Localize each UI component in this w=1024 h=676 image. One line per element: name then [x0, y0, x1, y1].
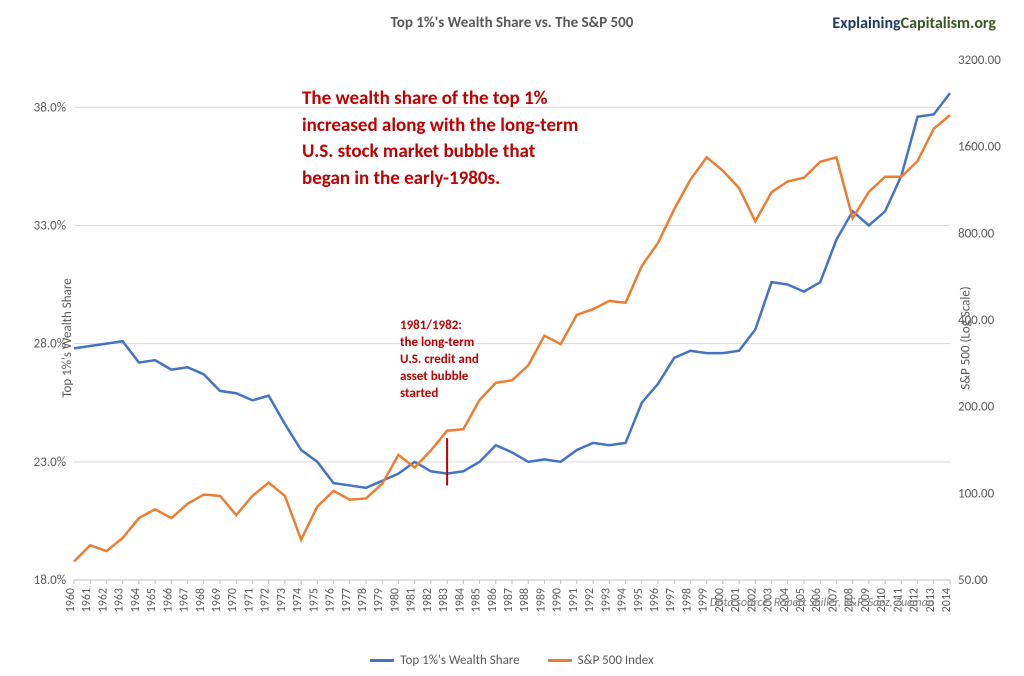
legend-swatch	[548, 659, 572, 662]
x-tick-label: 1964	[129, 588, 143, 612]
x-tick-label: 1972	[259, 588, 273, 612]
annotation-line: asset bubble	[400, 369, 479, 386]
legend-swatch	[370, 659, 394, 662]
chart-container: Top 1%'s Wealth Share vs. The S&P 500 Ex…	[0, 0, 1024, 676]
x-tick-label: 1973	[275, 588, 289, 612]
x-tick-label: 1966	[161, 588, 175, 612]
x-tick-label: 1968	[194, 588, 208, 612]
y2-tick-label: 800.00	[958, 226, 995, 241]
x-tick-label: 1982	[421, 588, 435, 612]
x-tick-label: 1980	[388, 588, 402, 612]
x-tick-label: 1984	[453, 588, 467, 612]
x-tick-label: 1991	[567, 588, 581, 612]
x-tick-label: 1979	[372, 588, 386, 612]
annotation-line: The wealth share of the top 1%	[302, 86, 578, 113]
y1-tick-label: 28.0%	[34, 337, 66, 352]
y1-tick-label: 38.0%	[34, 100, 66, 115]
legend-item: Top 1%'s Wealth Share	[370, 653, 519, 668]
y2-tick-label: 100.00	[958, 486, 995, 501]
annotation-line: increased along with the long-term	[302, 113, 578, 140]
legend: Top 1%'s Wealth Share S&P 500 Index	[0, 653, 1024, 668]
x-tick-label: 1969	[210, 588, 224, 612]
x-tick-label: 1963	[113, 588, 127, 612]
x-tick-label: 1976	[324, 588, 338, 612]
y2-tick-label: 50.00	[958, 573, 988, 588]
x-tick-label: 1995	[632, 588, 646, 612]
x-tick-label: 1997	[664, 588, 678, 612]
x-tick-label: 2014	[940, 588, 954, 612]
x-tick-label: 1994	[616, 588, 630, 612]
y2-tick-label: 1600.00	[958, 140, 1001, 155]
x-tick-label: 1993	[599, 588, 613, 612]
x-tick-label: 1971	[242, 588, 256, 612]
legend-item: S&P 500 Index	[548, 653, 654, 668]
x-tick-label: 1996	[648, 588, 662, 612]
legend-label: S&P 500 Index	[578, 653, 654, 668]
x-tick-label: 1970	[226, 588, 240, 612]
x-tick-label: 1975	[307, 588, 321, 612]
x-tick-label: 1977	[340, 588, 354, 612]
x-tick-label: 1965	[145, 588, 159, 612]
x-tick-label: 1983	[437, 588, 451, 612]
x-tick-label: 1967	[178, 588, 192, 612]
x-tick-label: 1992	[583, 588, 597, 612]
x-tick-label: 1985	[470, 588, 484, 612]
x-tick-label: 1987	[502, 588, 516, 612]
x-tick-label: 1961	[80, 588, 94, 612]
x-tick-label: 1998	[680, 588, 694, 612]
x-tick-label: 1988	[518, 588, 532, 612]
legend-label: Top 1%'s Wealth Share	[400, 653, 519, 668]
annotation-marker: 1981/1982:the long-termU.S. credit andas…	[400, 318, 479, 402]
x-tick-label: 1989	[534, 588, 548, 612]
annotation-line: U.S. stock market bubble that	[302, 139, 578, 166]
y1-tick-label: 33.0%	[34, 218, 66, 233]
annotation-line: started	[400, 386, 479, 403]
x-tick-label: 1981	[405, 588, 419, 612]
x-tick-label: 1999	[697, 588, 711, 612]
annotation-line: began in the early-1980s.	[302, 166, 578, 193]
x-tick-label: 1962	[96, 588, 110, 612]
y1-tick-label: 23.0%	[34, 455, 66, 470]
x-tick-label: 1978	[356, 588, 370, 612]
annotation-line: U.S. credit and	[400, 352, 479, 369]
data-source-text: Data source: Robert Shiller, S&P, Saez, …	[710, 596, 934, 610]
annotation-line: 1981/1982:	[400, 318, 479, 335]
x-tick-label: 1990	[551, 588, 565, 612]
annotation-main: The wealth share of the top 1%increased …	[302, 86, 578, 192]
x-tick-label: 1986	[486, 588, 500, 612]
x-tick-label: 1974	[291, 588, 305, 612]
y2-tick-label: 400.00	[958, 313, 995, 328]
annotation-line: the long-term	[400, 335, 479, 352]
y1-tick-label: 18.0%	[34, 573, 66, 588]
x-tick-label: 1960	[64, 588, 78, 612]
y2-tick-label: 3200.00	[958, 53, 1001, 68]
y2-tick-label: 200.00	[958, 400, 995, 415]
